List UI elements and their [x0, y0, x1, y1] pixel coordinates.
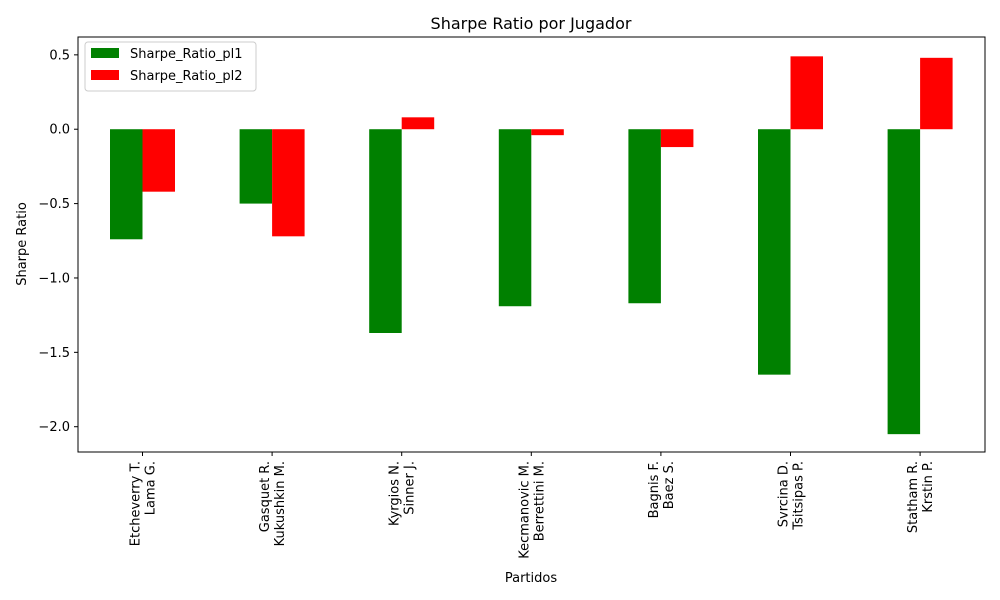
x-tick-label-5-line-0: Svrcina D.	[777, 461, 792, 527]
bar-pl1-0	[110, 129, 143, 240]
bar-pl1-6	[887, 129, 921, 435]
x-tick-label-4-line-1: Baez S.	[662, 461, 677, 509]
legend-label-pl1: Sharpe_Ratio_pl1	[130, 47, 243, 62]
x-axis-label: Partidos	[505, 571, 557, 586]
x-tick-label-6: Statham R. Krstin P.	[906, 461, 936, 533]
x-tick-label-1-line-0: Gasquet R.	[258, 461, 273, 532]
x-tick-label-3-line-0: Kecmanovic M.	[517, 461, 532, 559]
bar-pl2-3	[531, 129, 564, 136]
x-tick-label-0: Etcheverry T. Lama G.	[129, 461, 159, 546]
legend-swatch-pl2	[91, 70, 119, 80]
y-tick-label-3: −1.0	[38, 271, 70, 286]
x-tick-label-1-line-1: Kukushkin M.	[273, 461, 288, 546]
x-tick-label-0-line-0: Etcheverry T.	[129, 461, 144, 546]
bar-pl2-6	[920, 57, 953, 130]
y-tick-label-5: −2.0	[38, 420, 70, 435]
x-tick-label-2: Kyrgios N. Sinner J.	[388, 461, 418, 526]
y-tick-label-0: 0.5	[49, 48, 70, 63]
legend-label-pl2: Sharpe_Ratio_pl2	[130, 69, 243, 84]
bar-pl1-1	[239, 129, 273, 204]
bar-pl1-4	[628, 129, 661, 304]
legend: Sharpe_Ratio_pl1 Sharpe_Ratio_pl2	[84, 41, 257, 92]
x-tick-label-3: Kecmanovic M. Berrettini M.	[517, 461, 547, 559]
x-tick-label-2-line-0: Kyrgios N.	[388, 461, 403, 526]
y-axis: 0.5 0.0 −0.5 −1.0 −1.5 −2.0	[38, 48, 78, 435]
plot-frame	[77, 36, 986, 453]
bar-pl1-5	[758, 129, 791, 375]
x-tick-label-6-line-1: Krstin P.	[921, 461, 936, 513]
bar-pl1-2	[369, 129, 402, 333]
bar-pl2-5	[790, 56, 823, 130]
chart-title: Sharpe Ratio por Jugador	[431, 14, 632, 33]
y-tick-label-1: 0.0	[49, 123, 70, 138]
legend-frame	[84, 41, 257, 92]
bar-pl2-1	[272, 129, 305, 237]
bar-pl1-3	[498, 129, 532, 307]
x-tick-label-0-line-1: Lama G.	[144, 461, 159, 515]
bar-pl2-0	[142, 129, 175, 192]
x-tick-label-4: Bagnis F. Baez S.	[647, 461, 677, 518]
x-tick-label-2-line-1: Sinner J.	[403, 461, 418, 515]
bars	[110, 56, 953, 435]
x-tick-label-1: Gasquet R. Kukushkin M.	[258, 461, 288, 546]
x-tick-label-3-line-1: Berrettini M.	[532, 461, 547, 541]
y-axis-label: Sharpe Ratio	[15, 202, 30, 286]
bar-pl2-4	[660, 129, 694, 148]
x-tick-label-4-line-0: Bagnis F.	[647, 461, 662, 518]
y-tick-label-4: −1.5	[38, 346, 70, 361]
bar-pl2-2	[401, 117, 435, 130]
x-axis: Etcheverry T. Lama G. Gasquet R. Kukushkin …	[129, 452, 936, 559]
y-tick-label-2: −0.5	[38, 197, 70, 212]
x-tick-label-5: Svrcina D. Tsitsipas P.	[777, 461, 807, 531]
x-tick-label-6-line-0: Statham R.	[906, 461, 921, 533]
x-tick-label-5-line-1: Tsitsipas P.	[792, 461, 807, 531]
legend-swatch-pl1	[91, 48, 119, 58]
